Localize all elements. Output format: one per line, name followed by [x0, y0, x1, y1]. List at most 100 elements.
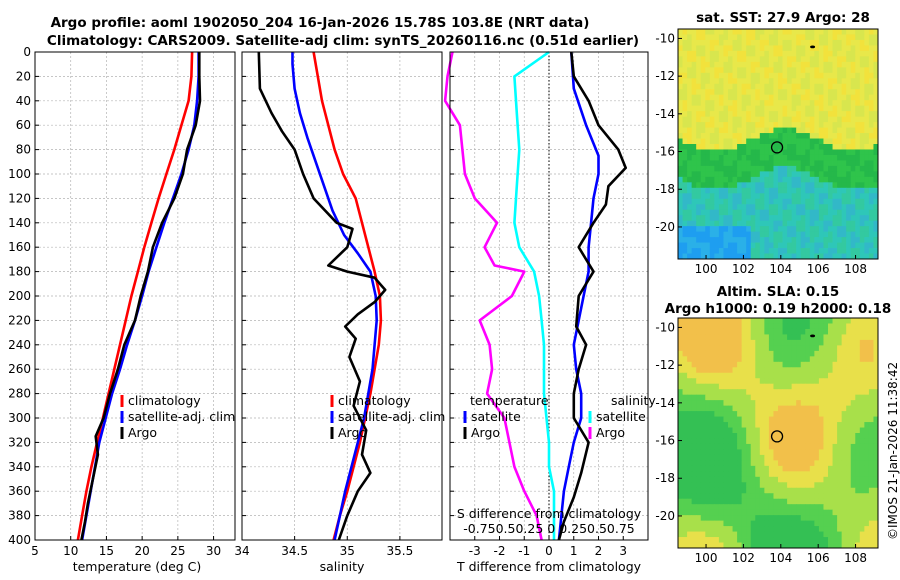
map-cell — [809, 204, 815, 211]
map-cell — [723, 515, 729, 522]
map-cell — [723, 537, 729, 543]
map-cell — [737, 56, 743, 63]
map-cell — [750, 29, 756, 35]
argo-position-marker — [770, 430, 784, 443]
map-cell — [705, 350, 711, 357]
map-cell — [714, 83, 720, 90]
map-cell — [855, 176, 861, 183]
map-cell — [728, 253, 733, 260]
map-cell — [696, 471, 702, 478]
map-cell — [696, 520, 702, 527]
map-cell — [723, 328, 729, 335]
map-cell — [700, 220, 706, 227]
map-cell — [750, 438, 756, 445]
map-cell — [832, 449, 838, 456]
map-cell — [809, 187, 815, 194]
map-cell — [687, 176, 693, 183]
map-cell — [723, 193, 729, 200]
map-cell — [700, 72, 706, 79]
map-cell — [782, 176, 788, 183]
map-cell — [759, 50, 765, 57]
map-cell — [864, 215, 870, 222]
map-cell — [750, 405, 756, 412]
map-cell — [746, 400, 752, 407]
map-cell — [809, 154, 815, 161]
map-cell — [718, 438, 724, 445]
map-cell — [800, 138, 806, 145]
map-cell — [755, 520, 761, 527]
map-cell — [682, 438, 688, 445]
map-cell — [787, 339, 793, 346]
map-cell — [814, 422, 820, 428]
map-cell — [778, 187, 783, 194]
map-cell — [805, 215, 811, 222]
map-cell — [737, 154, 743, 161]
map-cell — [846, 94, 852, 101]
map-cell — [682, 209, 688, 216]
map-cell — [737, 171, 743, 178]
map-cell — [864, 542, 870, 549]
map-cell — [773, 83, 779, 90]
map-cell — [823, 504, 829, 511]
map-cell — [718, 29, 724, 35]
y-tick-label: 240 — [8, 338, 31, 352]
map-cell — [805, 493, 811, 500]
map-cell — [778, 100, 783, 107]
map-cell — [818, 394, 824, 401]
y-tick-label: 120 — [8, 191, 31, 205]
map-cell — [700, 427, 706, 434]
map-cell — [809, 149, 815, 156]
map-cell — [691, 198, 697, 205]
map-cell — [778, 61, 783, 68]
map-cell — [741, 248, 747, 254]
map-cell — [696, 356, 702, 363]
x-tick-label: -3 — [469, 544, 481, 558]
map-cell — [696, 372, 702, 379]
map-cell — [859, 405, 865, 412]
map-cell — [841, 50, 847, 57]
map-cell — [791, 193, 797, 200]
map-cell — [741, 116, 747, 123]
map-cell — [773, 443, 779, 450]
map-cell — [709, 394, 715, 401]
map-cell — [737, 149, 743, 156]
map-cell — [818, 204, 824, 211]
map-cell — [791, 400, 797, 407]
map-cell — [723, 116, 729, 123]
map-cell — [859, 61, 865, 68]
map-cell — [732, 187, 738, 194]
map-cell — [678, 182, 683, 189]
map-cell — [678, 531, 683, 538]
map-cell — [737, 476, 743, 483]
map-cell — [700, 144, 706, 150]
map-cell — [778, 242, 783, 249]
map-cell — [832, 215, 838, 222]
map-cell — [832, 198, 838, 205]
map-cell — [728, 394, 733, 401]
map-cell — [868, 383, 874, 390]
map-cell — [873, 187, 879, 194]
y-tick-label: 220 — [8, 313, 31, 327]
map-cell — [800, 438, 806, 445]
map-cell — [859, 154, 865, 161]
map-cell — [687, 334, 693, 341]
map-cell — [732, 416, 738, 423]
map-cell — [709, 416, 715, 423]
map-cell — [723, 323, 729, 330]
map-cell — [755, 383, 761, 390]
map-cell — [778, 356, 783, 363]
map-cell — [864, 482, 870, 489]
map-cell — [864, 154, 870, 161]
map-cell — [773, 328, 779, 335]
map-cell — [828, 471, 833, 478]
map-cell — [864, 56, 870, 63]
map-cell — [841, 520, 847, 527]
map-cell — [768, 111, 774, 118]
lat-tick-label: -16 — [655, 434, 675, 448]
map-cell — [841, 39, 847, 46]
map-cell — [791, 127, 797, 134]
map-cell — [805, 242, 811, 249]
map-cell — [723, 405, 729, 412]
map-cell — [723, 204, 729, 211]
map-cell — [678, 345, 683, 352]
